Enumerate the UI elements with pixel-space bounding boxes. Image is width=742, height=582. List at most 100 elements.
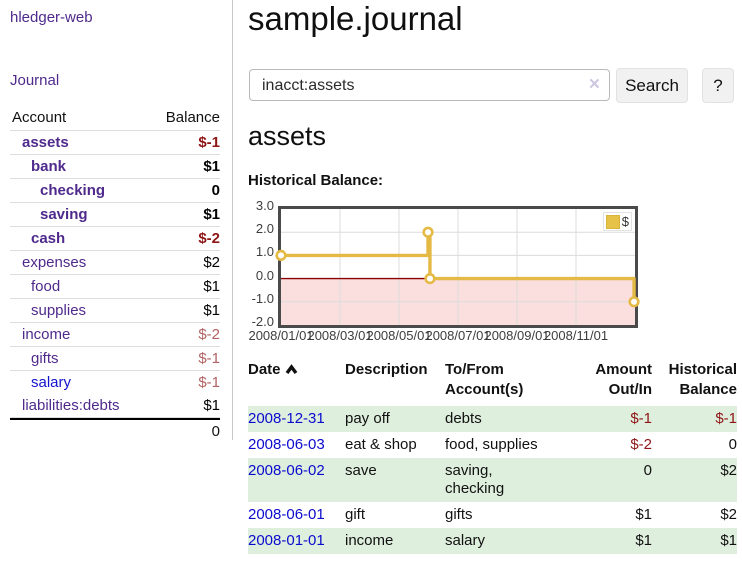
transaction-description: eat & shop [345,436,417,453]
sidebar-account-link[interactable]: checking [40,182,106,199]
account-balance: $-2 [198,230,220,247]
register-body: 2008-12-31 pay off debts $-1 $-1 2008-06-03 ea… [248,406,737,554]
sidebar-account-link[interactable]: gifts [31,350,59,367]
account-row: assets $-1 [10,131,220,155]
accounts-table-body: assets $-1 bank $1 checking 0 saving $1 cash $-2 e… [10,131,220,418]
transaction-balance: $2 [720,506,737,523]
account-row: gifts $-1 [10,347,220,371]
page-title: sample.journal [248,0,463,37]
account-balance: $-1 [198,374,220,391]
account-row: salary $-1 [10,371,220,394]
transaction-amount: $-1 [562,406,652,432]
sidebar-account-link[interactable]: food [31,278,61,295]
x-axis-tick: 2008/07/01 [425,328,491,343]
register-row: 2008-12-31 pay off debts $-1 $-1 [248,406,737,432]
transaction-date-link[interactable]: 2008-06-02 [248,462,325,479]
account-row: saving $1 [10,203,220,227]
account-row: income $-2 [10,323,220,347]
register-row: 2008-06-03 eat & shop food, supplies $-2 0 [248,432,737,458]
transaction-description: gift [345,506,366,523]
y-axis-tick: 3.0 [255,198,274,213]
register-table: Date Description To/From Account(s) Amou… [248,358,737,554]
chart-legend: $ [602,212,632,231]
accounts-total-value: 0 [211,423,220,440]
sidebar-account-link[interactable]: liabilities:debts [22,397,120,414]
account-row: supplies $1 [10,299,220,323]
x-axis-tick: 2008/01/01 [248,328,314,343]
chart-marker[interactable] [628,296,640,308]
transaction-balance: $2 [652,458,737,502]
sort-ascending-icon [285,364,297,375]
transaction-amount: $-2 [630,436,652,453]
legend-swatch-icon [605,214,620,229]
register-header-balance: Historical Balance [668,361,737,398]
sidebar-account-link[interactable]: expenses [22,254,87,271]
transaction-date-link[interactable]: 2008-06-03 [248,436,325,453]
accounts-table: Account Balance assets $-1 bank $1 checking 0… [10,106,220,443]
transaction-date-link[interactable]: 2008-01-01 [248,532,325,549]
register-row: 2008-06-01 gift gifts $1 $2 [248,502,737,528]
y-axis-tick: -1.0 [251,290,274,306]
account-row: checking 0 [10,179,220,203]
register-row: 2008-06-02 save saving, checking 0 $2 [248,458,737,502]
account-row: cash $-2 [10,227,220,251]
y-axis-tick: 1.0 [255,244,274,260]
accounts-table-header: Account Balance [10,106,220,131]
register-header-amount: Amount Out/In [595,361,652,398]
clear-search-icon[interactable]: × [588,74,600,95]
transaction-balance: $-1 [652,406,737,432]
sidebar-account-link[interactable]: salary [31,374,72,391]
transaction-description: save [345,458,445,502]
chart-marker[interactable] [422,226,434,238]
chart-canvas [275,209,640,325]
register-row: 2008-01-01 income salary $1 $1 [248,528,737,554]
register-header-row: Date Description To/From Account(s) Amou… [248,358,737,406]
chart-heading: Historical Balance: [248,172,384,189]
transaction-amount: $1 [562,528,652,554]
account-balance: $-2 [198,326,220,343]
account-balance: $1 [203,206,220,223]
x-axis-tick: 2008/09/01 [484,328,550,343]
accounts-total-row: 0 [10,418,220,443]
register-header-date[interactable]: Date [248,358,345,406]
transaction-accounts: food, supplies [445,436,538,453]
transaction-description: pay off [345,406,445,432]
chart-plot-area[interactable]: $ [275,206,640,328]
transaction-balance: $1 [652,528,737,554]
sidebar-account-link[interactable]: supplies [31,302,87,319]
search-button[interactable]: Search [616,68,688,103]
transaction-description: income [345,528,445,554]
y-axis-tick: -2.0 [251,314,274,329]
account-row: bank $1 [10,155,220,179]
transaction-amount: $1 [635,506,652,523]
app-brand-link[interactable]: hledger-web [10,9,93,26]
y-axis-tick: 2.0 [255,221,274,237]
sidebar-account-link[interactable]: saving [40,206,88,223]
main-content: sample.journal × Search ? assets Histori… [248,0,742,582]
transaction-date-link[interactable]: 2008-12-31 [248,410,325,427]
balance-chart: $ 3.0 2.0 1.0 0.0 -1.0 -2.0 2008/01/01 2008/03… [248,198,742,348]
account-balance: $1 [203,397,220,414]
sidebar-account-link[interactable]: bank [31,158,67,175]
account-balance: $2 [203,254,220,271]
help-button[interactable]: ? [702,68,734,103]
account-row: liabilities:debts $1 [10,394,220,418]
chart-marker[interactable] [275,249,287,262]
accounts-header-account: Account [12,109,67,126]
nav-journal-link[interactable]: Journal [10,72,60,89]
account-row: expenses $2 [10,251,220,275]
x-axis-tick: 2008/11/01 [543,328,609,343]
y-axis-tick: 0.0 [255,267,274,283]
sidebar-account-link[interactable]: income [22,326,71,343]
chart-marker[interactable] [424,272,436,285]
x-axis-tick: 2008/03/01 [307,328,373,343]
register-header-description: Description [345,361,428,378]
search-input[interactable] [260,71,584,101]
sidebar: hledger-web Journal Account Balance asse… [0,0,233,440]
account-balance: $-1 [198,134,220,151]
transaction-date-link[interactable]: 2008-06-01 [248,506,325,523]
x-axis-tick: 2008/05/01 [366,328,432,343]
sidebar-account-link[interactable]: cash [31,230,66,247]
sidebar-account-link[interactable]: assets [22,134,69,151]
account-balance: $-1 [198,350,220,367]
